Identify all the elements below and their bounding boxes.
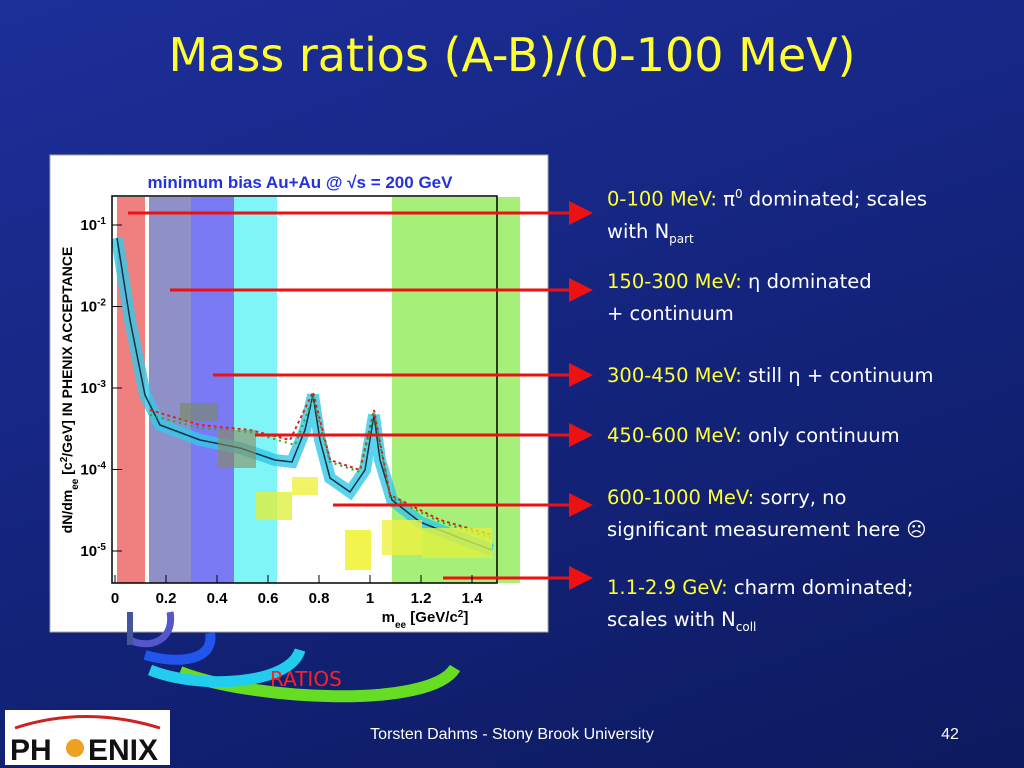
y-tick-base: 10 [80, 543, 97, 560]
x-tick-label: 0 [111, 590, 119, 607]
label-part: ] [463, 609, 468, 626]
label-part: [c [59, 462, 75, 479]
item-range: 0-100 MeV: [607, 187, 718, 211]
item-text: only continuum [741, 424, 900, 447]
label-part: dN/dm [59, 490, 75, 534]
plot-frame [111, 195, 498, 584]
x-tick-label: 0.4 [207, 590, 229, 607]
y-tick-base: 10 [80, 299, 97, 316]
item-range: 300-450 MeV: [607, 364, 742, 387]
label-part: /GeV] IN PHENIX ACCEPTANCE [59, 247, 75, 457]
spectrum [111, 237, 495, 570]
item-text: still η + continuum [741, 364, 934, 387]
item-text: η dominated + continuum [607, 270, 872, 325]
item-text: dominated; scales with N [607, 187, 928, 243]
y-axis-label: dN/dmee [c2/GeV] IN PHENIX ACCEPTANCE [59, 247, 81, 534]
item-range: 1.1-2.9 GeV: [607, 576, 728, 599]
item: 0-100 MeV: π0 dominated; scales with Npa… [607, 178, 1017, 254]
y-tick-label: 10-5 [80, 542, 106, 560]
footer-author: Torsten Dahms - Stony Brook University [370, 726, 654, 743]
y-tick-exp: -4 [97, 461, 106, 472]
item-range: 150-300 MeV: [607, 270, 742, 293]
item-range: 600-1000 MeV: [607, 486, 755, 509]
y-tick-exp: -3 [97, 379, 106, 390]
y-tick-exp: -1 [97, 216, 106, 227]
plot-title: minimum bias Au+Au @ √s = 200 GeV [148, 173, 454, 192]
x-tick-label: 1 [366, 590, 374, 607]
label-part: ee [395, 620, 407, 631]
logo-right: ENIX [88, 734, 158, 767]
arrows [128, 201, 593, 590]
y-tick-exp: -5 [97, 542, 106, 553]
y-tick-label: 10-3 [80, 379, 106, 397]
item: 300-450 MeV: still η + continuum [607, 360, 1017, 392]
logo-left: PH [10, 734, 52, 767]
label-part: 2 [458, 609, 464, 620]
x-tick-label: 1.4 [462, 590, 484, 607]
y-tick-label: 10-1 [80, 216, 106, 234]
item: 1.1-2.9 GeV: charm dominated; scales wit… [607, 572, 1017, 643]
label-part: 2 [59, 456, 70, 462]
x-tick-label: 0.2 [156, 590, 177, 607]
ratios-label: RATIOS [270, 667, 342, 691]
label-part: m [382, 609, 395, 626]
logo-sun [66, 739, 84, 757]
item: 450-600 MeV: only continuum [607, 420, 1017, 452]
item-text: part [669, 231, 694, 246]
item-text: π [717, 187, 735, 211]
ratio-arrows [127, 611, 461, 703]
y-tick-label: 10-2 [80, 298, 106, 316]
x-tick-label: 0.6 [258, 590, 279, 607]
y-tick-base: 10 [80, 462, 97, 479]
logo-arc [14, 715, 161, 730]
item-text: sorry, no significant measurement here ☹ [607, 486, 927, 541]
label-part: [GeV/c [406, 609, 458, 626]
item: 150-300 MeV: η dominated + continuum [607, 266, 1017, 330]
page-number: 42 [941, 726, 959, 743]
y-tick-base: 10 [80, 217, 97, 234]
item-text: coll [735, 619, 757, 634]
item-text: charm dominated; scales with N [607, 576, 914, 631]
slide-title: Mass ratios (A-B)/(0-100 MeV) [168, 28, 856, 82]
bands [117, 197, 520, 583]
logo-box [5, 710, 170, 765]
y-tick-exp: -2 [97, 298, 106, 309]
x-tick-label: 1.2 [411, 590, 432, 607]
y-tick-label: 10-4 [80, 461, 106, 479]
item-range: 450-600 MeV: [607, 424, 742, 447]
item-text: 0 [734, 187, 743, 201]
x-axis-label: mee [GeV/c2] [382, 609, 469, 631]
y-tick-base: 10 [80, 380, 97, 397]
label-part: ee [70, 478, 81, 490]
item: 600-1000 MeV: sorry, no significant meas… [607, 482, 1017, 546]
x-tick-label: 0.8 [309, 590, 330, 607]
